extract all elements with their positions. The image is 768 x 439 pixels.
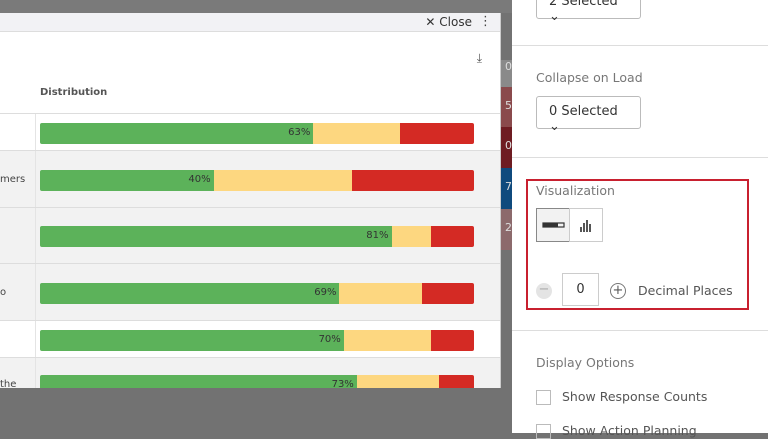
decimal-places-input[interactable]: 0 (562, 273, 599, 306)
dropdown-value: 2 Selected (549, 0, 618, 9)
neutral-segment (343, 330, 431, 351)
negative-segment (421, 283, 474, 304)
dashboard-cell: 0 (500, 127, 512, 168)
histogram-icon (580, 220, 591, 232)
column-divider (35, 114, 36, 150)
neutral-segment (339, 283, 422, 304)
increment-button[interactable]: + (610, 283, 626, 299)
collapse-dropdown[interactable]: 0 Selected ⌄ (536, 96, 641, 134)
top-dropdown[interactable]: 2 Selected ⌄ (536, 0, 641, 24)
visualization-highlight (526, 179, 749, 310)
table-row: 70% (0, 320, 500, 357)
dashboard-background (0, 0, 512, 13)
display-options-label: Display Options (536, 355, 635, 370)
percent-label: 73% (331, 379, 354, 388)
cell-value: 0 (505, 139, 512, 152)
settings-panel: 2 Selected ⌄ Collapse on Load 0 Selected… (512, 0, 768, 439)
distribution-modal: ✕ Close ⋮ ⤓ Distribution 63% mers 40% 81… (0, 13, 501, 388)
chevron-down-icon: ⌄ (549, 119, 560, 134)
table-row: 81% (0, 207, 500, 263)
row-label: mers (0, 174, 26, 185)
distribution-bar: 40% (40, 170, 474, 191)
cell-value: 0 (505, 60, 512, 73)
histogram-visualization-button[interactable] (569, 208, 603, 242)
divider (512, 157, 768, 158)
distribution-bar: 81% (40, 226, 474, 247)
decrement-button[interactable]: − (536, 283, 552, 299)
distribution-bar: 73% (40, 375, 474, 388)
column-divider (35, 264, 36, 320)
table-row: mers 40% (0, 150, 500, 207)
column-divider (35, 358, 36, 388)
percent-label: 40% (188, 174, 211, 185)
dashboard-cell: 7 (500, 168, 512, 209)
row-label: o (0, 287, 7, 298)
column-divider (35, 321, 36, 357)
table-row: o 69% (0, 263, 500, 320)
positive-segment: 40% (40, 170, 214, 191)
positive-segment: 73% (40, 375, 357, 388)
dashboard-cell: 2 (500, 209, 512, 250)
chevron-down-icon: ⌄ (549, 9, 560, 24)
percent-label: 69% (314, 287, 337, 298)
negative-segment (352, 170, 474, 191)
positive-segment: 70% (40, 330, 344, 351)
horizontal-bar-icon (542, 222, 565, 228)
positive-segment: 69% (40, 283, 340, 304)
collapse-label: Collapse on Load (536, 70, 643, 85)
show-action-planning-checkbox[interactable] (536, 424, 551, 439)
close-button[interactable]: ✕ Close (425, 15, 472, 29)
distribution-header: Distribution (40, 87, 108, 98)
positive-segment: 63% (40, 123, 314, 144)
percent-label: 81% (366, 230, 389, 241)
cell-value: 2 (505, 221, 512, 234)
dropdown-value: 0 Selected (549, 104, 618, 119)
neutral-segment (213, 170, 353, 191)
visualization-label: Visualization (536, 183, 615, 198)
distribution-bar: 69% (40, 283, 474, 304)
show-response-counts-checkbox[interactable] (536, 390, 551, 405)
more-options-icon[interactable]: ⋮ (479, 14, 492, 29)
neutral-segment (313, 123, 401, 144)
neutral-segment (356, 375, 440, 388)
negative-segment (400, 123, 474, 144)
divider (512, 330, 768, 331)
distribution-bar: 70% (40, 330, 474, 351)
modal-header: ✕ Close ⋮ (0, 13, 500, 32)
download-icon[interactable]: ⤓ (476, 51, 482, 65)
decimal-places-label: Decimal Places (638, 283, 733, 298)
negative-segment (439, 375, 474, 388)
positive-segment: 81% (40, 226, 392, 247)
negative-segment (430, 330, 474, 351)
close-label: Close (439, 15, 472, 29)
divider (512, 45, 768, 46)
dashboard-cell: 0 (500, 60, 512, 87)
table-row: 63% (0, 113, 500, 150)
table-row: the 73% (0, 357, 500, 388)
percent-label: 70% (318, 334, 341, 345)
negative-segment (430, 226, 474, 247)
dashboard-cell: 5 (500, 87, 512, 127)
close-icon: ✕ (425, 15, 436, 29)
percent-label: 63% (288, 127, 311, 138)
cell-value: 5 (505, 99, 512, 112)
bar-visualization-button[interactable] (536, 208, 570, 242)
neutral-segment (391, 226, 431, 247)
column-divider (35, 208, 36, 263)
row-label: the (0, 379, 17, 388)
show-action-planning-label: Show Action Planning (562, 423, 697, 438)
cell-value: 7 (505, 180, 512, 193)
show-response-counts-label: Show Response Counts (562, 389, 708, 404)
column-divider (35, 151, 36, 207)
distribution-bar: 63% (40, 123, 474, 144)
